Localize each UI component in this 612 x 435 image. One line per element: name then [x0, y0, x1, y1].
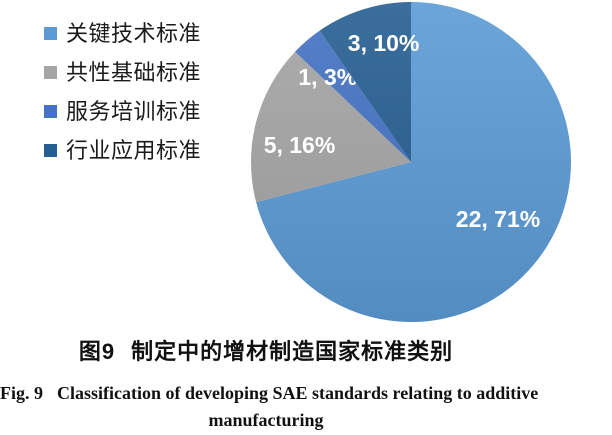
- pie-slice-label: 5, 16%: [264, 132, 336, 158]
- pie-slice-1: [256, 2, 571, 322]
- caption-zh-number: 图9: [78, 339, 116, 364]
- legend-label: 行业应用标准: [66, 138, 202, 163]
- caption-english-line1: Fig. 9 Classification of developing SAE s…: [0, 377, 538, 409]
- caption-en-number: Fig. 9: [0, 383, 43, 403]
- caption-en-text: Classification of developing SAE standar…: [57, 383, 539, 403]
- caption-chinese: 图9 制定中的增材制造国家标准类别: [0, 334, 532, 366]
- pie-slice-2: [251, 51, 411, 203]
- legend-item-industry-application: 行业应用标准: [44, 139, 201, 162]
- caption-english-line2: manufacturing: [208, 410, 324, 430]
- pie-slice-4: [319, 2, 411, 162]
- legend-item-service-training: 服务培训标准: [44, 100, 201, 123]
- caption-zh-title: 制定中的增材制造国家标准类别: [131, 339, 454, 364]
- pie-chart: 22, 71% 5, 16% 1, 3% 3, 10%: [251, 2, 571, 322]
- legend-label: 关键技术标准: [66, 21, 202, 46]
- chart-legend: 关键技术标准 共性基础标准 服务培训标准 行业应用标准: [44, 22, 201, 162]
- legend-swatch-icon: [44, 105, 57, 118]
- legend-swatch-icon: [44, 144, 57, 157]
- pie-slice-3: [295, 30, 411, 163]
- legend-label: 服务培训标准: [66, 99, 202, 124]
- legend-label: 共性基础标准: [66, 60, 202, 85]
- pie-slice-label: 22, 71%: [456, 206, 540, 232]
- legend-swatch-icon: [44, 27, 57, 40]
- legend-item-common-basic: 共性基础标准: [44, 61, 201, 84]
- figure-captions: 图9 制定中的增材制造国家标准类别 Fig. 9 Classification of…: [0, 334, 538, 431]
- legend-swatch-icon: [44, 66, 57, 79]
- pie-slice-label: 3, 10%: [348, 30, 420, 56]
- legend-item-key-tech: 关键技术标准: [44, 22, 201, 45]
